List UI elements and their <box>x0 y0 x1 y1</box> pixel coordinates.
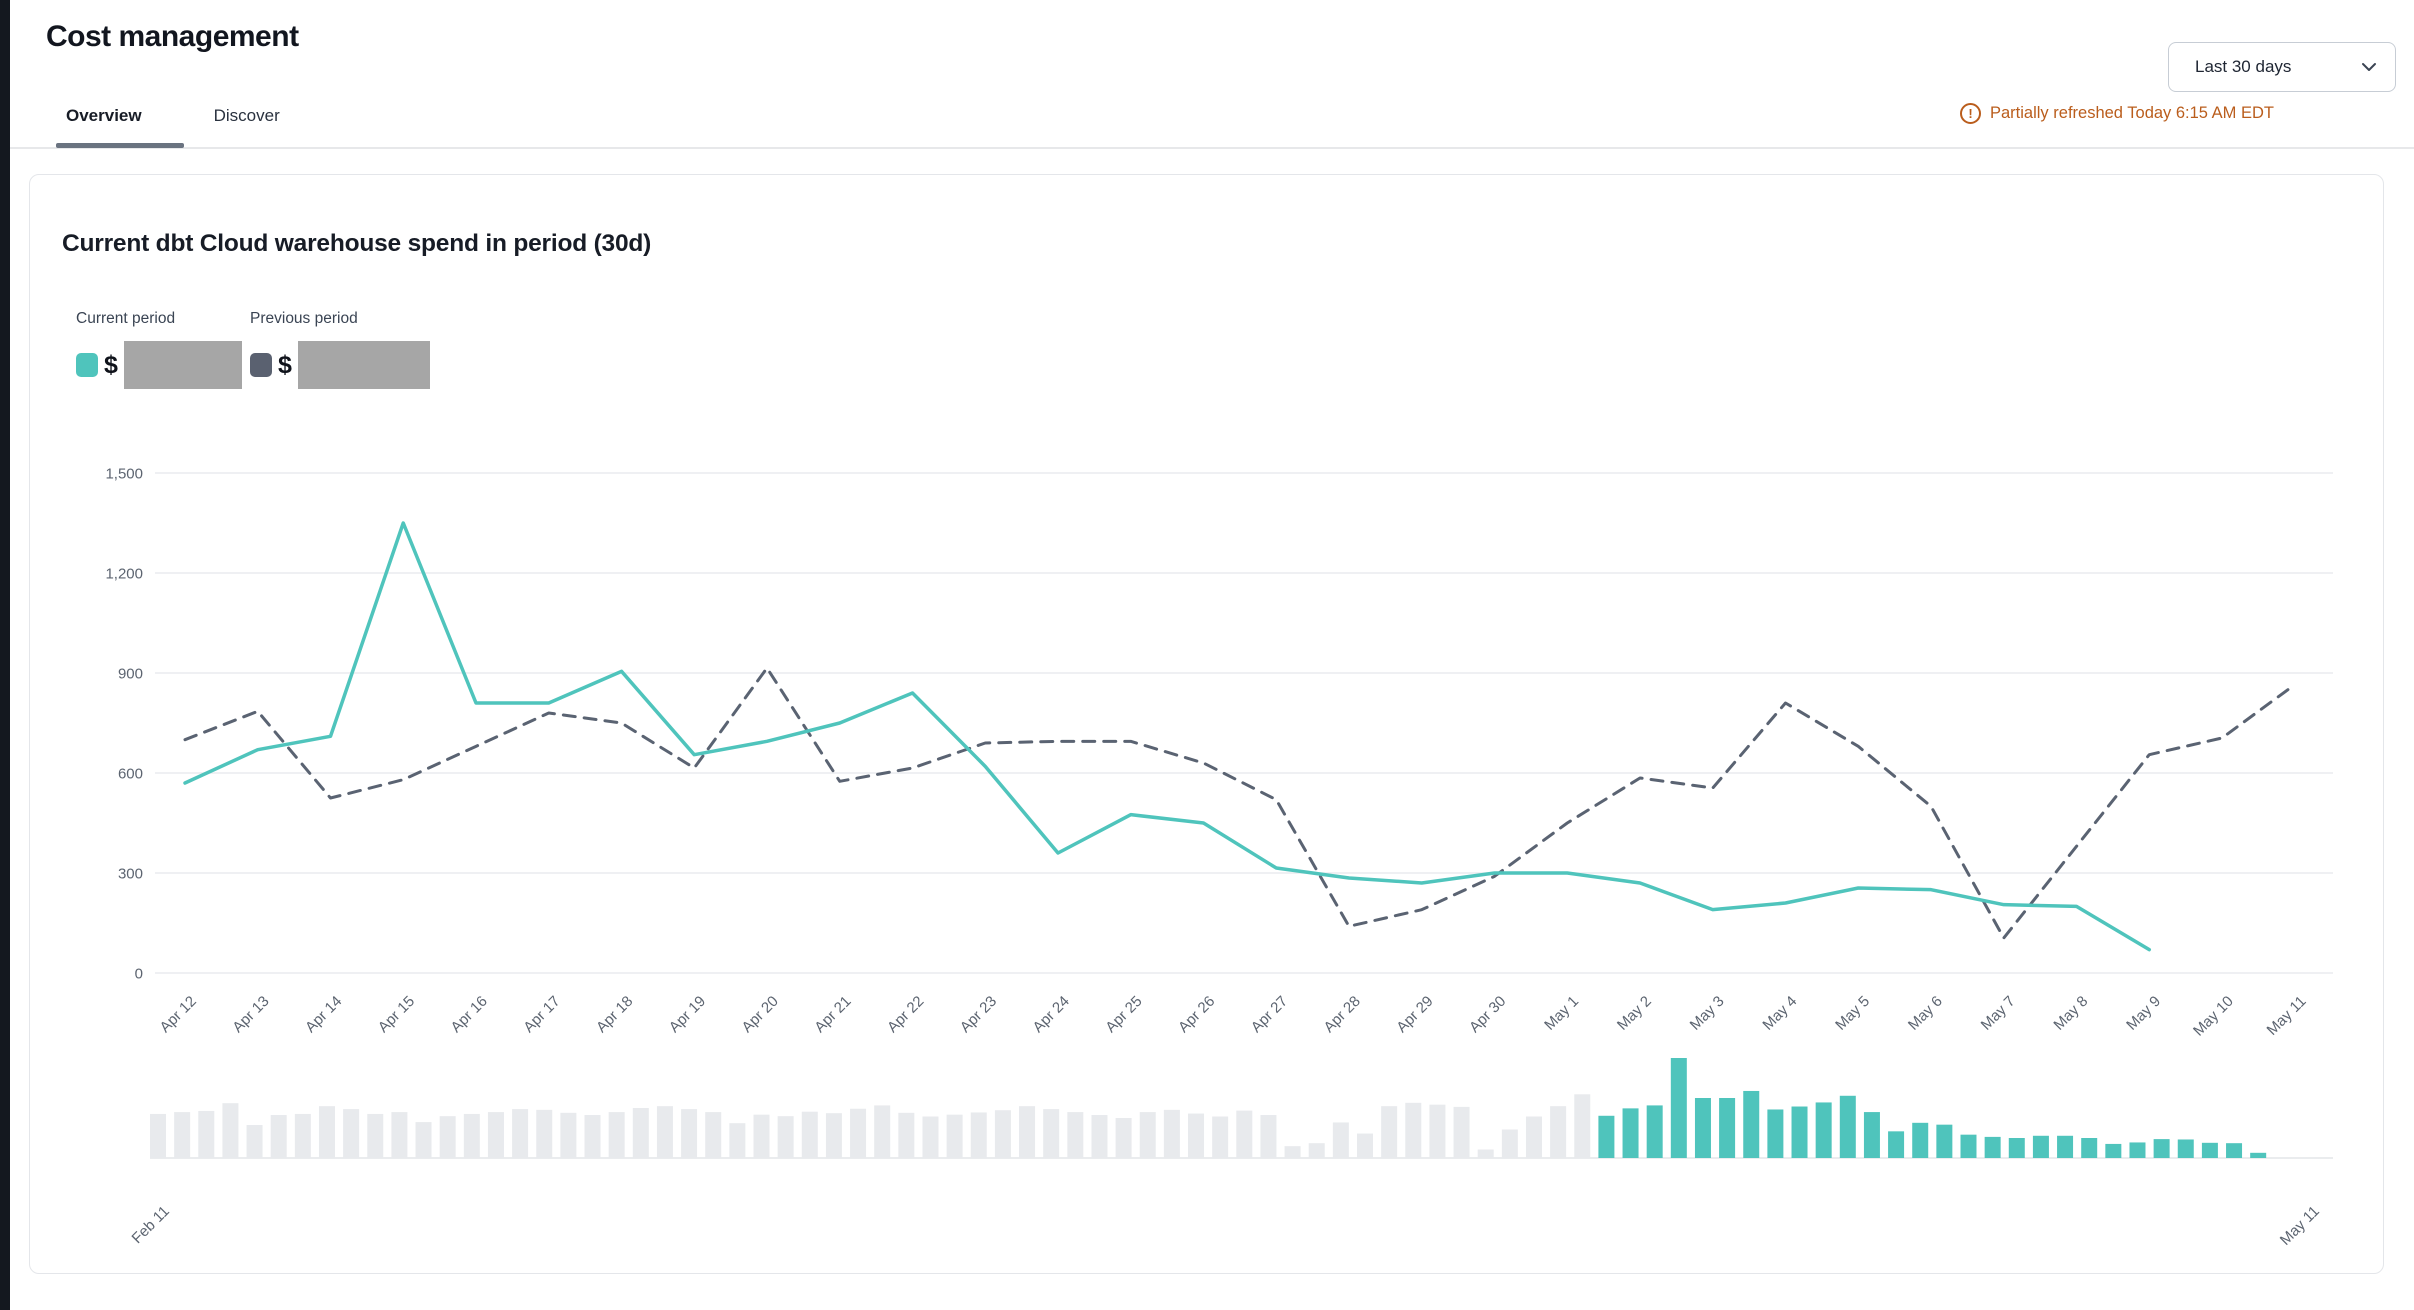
refresh-status: ! Partially refreshed Today 6:15 AM EDT <box>1960 103 2400 124</box>
legend-current-swatch <box>76 353 98 377</box>
page-title: Cost management <box>46 20 299 53</box>
header-divider <box>10 147 2414 149</box>
chevron-down-icon <box>2362 63 2376 71</box>
alert-circle-icon: ! <box>1960 103 1981 124</box>
spend-card-title: Current dbt Cloud warehouse spend in per… <box>62 230 652 257</box>
sidebar-edge <box>0 0 10 1310</box>
tab-overview[interactable]: Overview <box>66 106 142 125</box>
legend-current-value-redacted <box>123 341 242 389</box>
refresh-status-text: Partially refreshed Today 6:15 AM EDT <box>1990 104 2274 122</box>
active-tab-underline <box>56 143 184 148</box>
date-range-select[interactable]: Last 30 days <box>2168 42 2396 92</box>
legend-previous-currency: $ <box>278 350 292 379</box>
legend-current-label: Current period <box>76 310 176 327</box>
legend-previous-value-redacted <box>297 341 430 389</box>
legend-previous-period: Previous period $ <box>250 310 430 389</box>
legend-previous-swatch <box>250 353 272 377</box>
legend-current-period: Current period $ <box>76 310 242 389</box>
tab-bar: Overview Discover <box>56 106 290 146</box>
legend-current-currency: $ <box>104 350 118 379</box>
date-range-value: Last 30 days <box>2195 57 2292 76</box>
legend-previous-label: Previous period <box>250 310 358 327</box>
tab-discover[interactable]: Discover <box>213 106 280 125</box>
